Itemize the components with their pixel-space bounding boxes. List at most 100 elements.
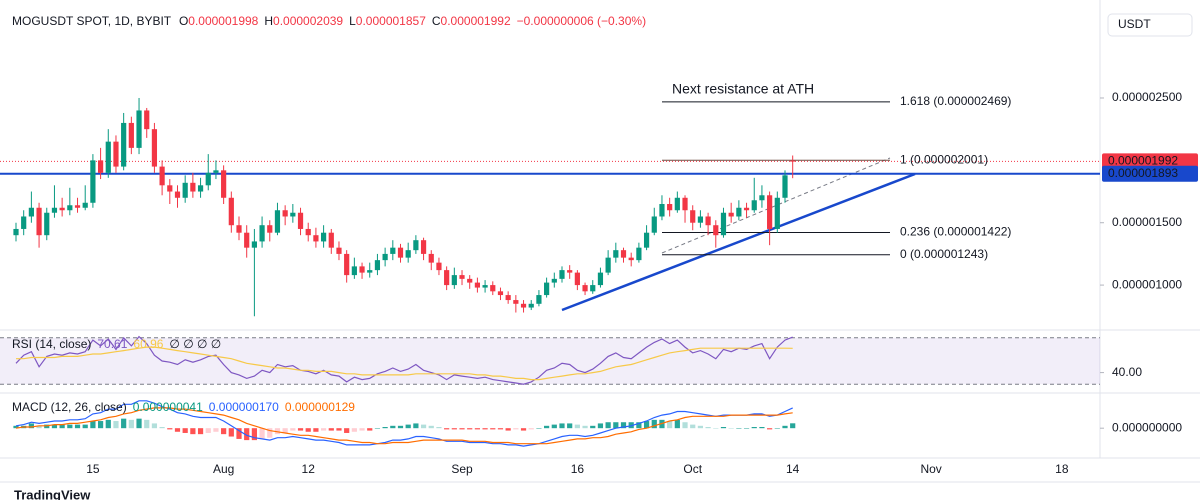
histogram-bar <box>782 425 788 429</box>
candle-body <box>613 250 619 258</box>
candle-body <box>590 285 596 292</box>
ohlc-value: 0.000001992 <box>441 14 511 28</box>
histogram-bar <box>182 428 188 433</box>
candle-body <box>44 212 50 236</box>
candle-body <box>90 160 96 203</box>
candle-body <box>290 212 296 217</box>
candle-body <box>36 207 42 236</box>
histogram-bar <box>536 428 542 429</box>
histogram-bar <box>282 428 288 433</box>
histogram-bar <box>28 423 34 429</box>
candle-body <box>467 278 473 283</box>
candle-body <box>105 141 111 173</box>
candle-body <box>636 247 642 261</box>
candle-body <box>167 185 173 192</box>
brand: TradingView <box>14 487 91 500</box>
candle-body <box>674 197 680 211</box>
histogram-bar <box>267 428 273 438</box>
currency[interactable]: USDT <box>1118 17 1151 31</box>
y-tick-label: 0.000001500 <box>1112 215 1182 229</box>
candle-body <box>482 285 488 288</box>
histogram-bar <box>490 428 496 430</box>
indicator-title: RSI (14, close) <box>12 337 91 351</box>
histogram-bar <box>228 428 234 437</box>
candle-body <box>551 278 557 283</box>
candle-body <box>174 191 181 198</box>
candle-body <box>159 166 165 186</box>
histogram-bar <box>567 423 573 429</box>
candle-body <box>597 272 604 286</box>
x-tick-label: 12 <box>302 462 316 476</box>
histogram-bar <box>636 422 642 429</box>
histogram-bar <box>51 424 58 429</box>
candle-body <box>536 295 542 304</box>
change: −0.000000006 (−0.30%) <box>517 14 646 28</box>
histogram-bar <box>444 428 450 430</box>
indicator-value: 0.000000041 <box>133 400 203 414</box>
candle-body <box>620 250 627 258</box>
y-tick-label: 40.00 <box>1112 365 1142 379</box>
candle-body <box>505 295 511 301</box>
candle-body <box>420 240 427 254</box>
candle-body <box>374 260 381 271</box>
candle-body <box>359 266 365 273</box>
histogram-bar <box>344 428 350 433</box>
indicator-placeholder: ∅ ∅ ∅ ∅ <box>169 337 221 351</box>
histogram-bar <box>405 424 411 429</box>
histogram-bar <box>67 424 73 429</box>
histogram-bar <box>497 428 504 430</box>
histogram-bar <box>643 421 650 429</box>
histogram-bar <box>190 428 196 435</box>
candle-body <box>697 216 704 223</box>
candle-body <box>667 204 673 211</box>
histogram-bar <box>413 423 419 429</box>
symbol: MOGUSDT SPOT, 1D, BYBIT <box>12 14 172 28</box>
histogram-bar <box>743 428 750 429</box>
histogram-bar <box>390 425 396 429</box>
candle-body <box>651 216 657 233</box>
candle-body <box>313 235 319 242</box>
histogram-bar <box>136 418 142 429</box>
rsi-line <box>16 346 793 381</box>
candle-body <box>444 270 450 286</box>
histogram-bar <box>505 428 511 431</box>
fib-label: 0 (0.000001243) <box>900 247 988 261</box>
candle-body <box>182 182 188 198</box>
histogram-bar <box>221 428 227 435</box>
price-tag-label: 0.000001893 <box>1108 166 1178 180</box>
ohlc-key: L <box>349 14 356 28</box>
candle-body <box>67 205 73 211</box>
candle-body <box>82 202 88 208</box>
candle-body <box>128 122 134 148</box>
histogram-bar <box>620 422 627 429</box>
legend: MACD (12, 26, close) 0.000000041 0.0000001… <box>12 400 355 414</box>
histogram-bar <box>428 425 434 429</box>
fib-label: 0.236 (0.000001422) <box>900 225 1011 239</box>
x-tick-label: Aug <box>213 462 234 476</box>
histogram-bar <box>759 427 765 429</box>
x-tick-label: 16 <box>571 462 585 476</box>
currency-box[interactable] <box>1107 13 1193 37</box>
histogram-bar <box>336 428 342 431</box>
candle-body <box>251 241 257 248</box>
x-tick-label: 15 <box>86 462 100 476</box>
rsi-line <box>15 335 793 385</box>
histogram-bar <box>559 423 565 429</box>
histogram-bar <box>528 428 534 430</box>
histogram-bar <box>697 425 704 429</box>
candle-body <box>767 195 773 229</box>
histogram-bar <box>151 423 158 429</box>
histogram-bar <box>674 419 680 429</box>
histogram-bar <box>205 428 211 433</box>
histogram-bar <box>290 428 296 431</box>
histogram-bar <box>244 428 250 441</box>
candle-body <box>282 210 288 217</box>
candle-body <box>21 216 27 229</box>
candle-body <box>690 210 696 223</box>
histogram-bar <box>197 428 204 435</box>
candle-body <box>390 247 396 254</box>
x-tick-label: Oct <box>683 462 702 476</box>
histogram-bar <box>374 428 381 429</box>
candle-body <box>759 195 765 201</box>
